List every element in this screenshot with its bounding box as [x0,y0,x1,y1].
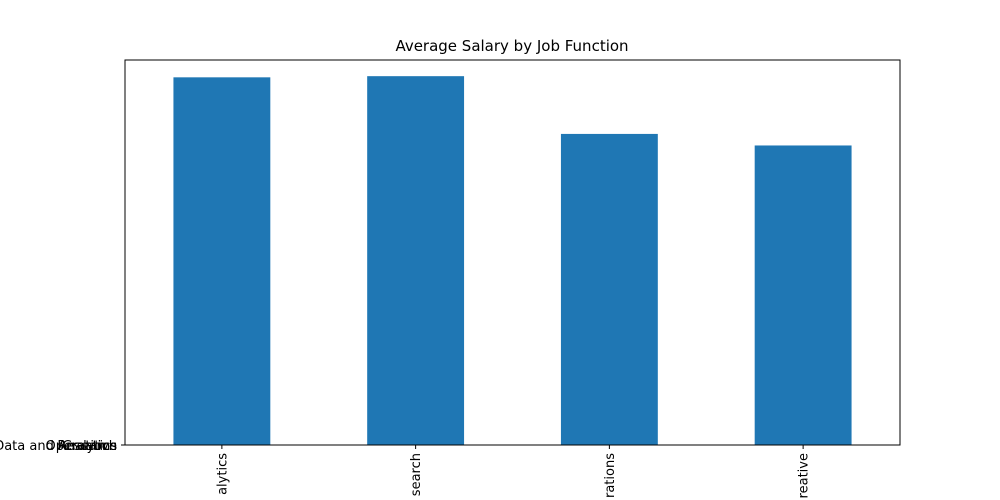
axes-frame [124,59,901,446]
y-tick-label-1: Research [57,439,117,454]
x-tick-label-1: search [409,453,424,496]
y-tick-label-2: Operations [46,439,118,454]
x-tick-label-0: alytics [215,453,230,495]
y-axis: Data and AnalyticsResearchOperationsCrea… [0,439,125,454]
bar-2 [560,133,658,446]
bar-1 [367,76,465,446]
chart-title: Average Salary by Job Function [395,37,628,55]
x-tick-label-2: rations [603,453,618,498]
bars-group [173,76,852,446]
bar-0 [173,77,271,445]
y-tick-label-0: Data and Analytics [0,439,117,454]
x-tick-label-3: reative [797,453,812,498]
bar-3 [754,145,852,445]
x-axis: alytics search rations reative [215,445,812,498]
y-tick-label-3: Creative [62,439,117,454]
